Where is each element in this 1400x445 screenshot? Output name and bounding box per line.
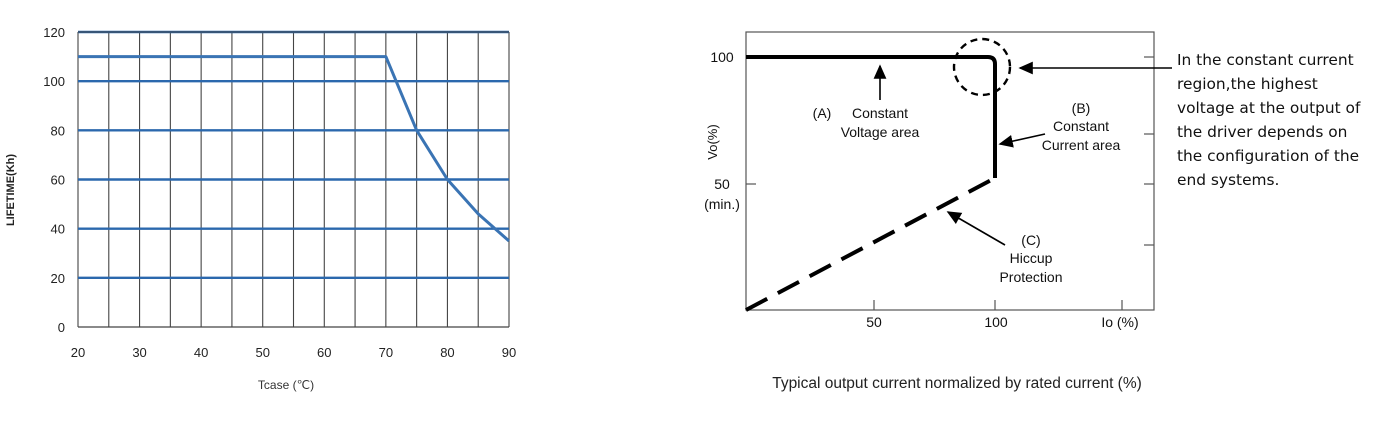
lifetime-y-tick: 40 (51, 222, 65, 237)
arrow-constant-current (998, 133, 1046, 148)
y-tick-50: 50 (714, 176, 730, 192)
output-chart-caption: Typical output current normalized by rat… (772, 375, 1142, 392)
annotation-a-line1: Constant (852, 105, 908, 121)
side-note-line-2: region,the highest (1177, 75, 1318, 93)
side-note-line-4: the driver depends on (1177, 123, 1348, 141)
lifetime-y-tick: 60 (51, 173, 65, 188)
lifetime-grid (77, 30, 510, 328)
lifetime-y-tick: 20 (51, 271, 65, 286)
lifetime-x-tick: 40 (194, 345, 208, 360)
lifetime-x-tick: 70 (379, 345, 393, 360)
y-tick-min: (min.) (704, 196, 740, 212)
lifetime-x-tick: 80 (440, 345, 454, 360)
side-note-line-5: the configuration of the (1177, 147, 1360, 165)
lifetime-y-tick: 120 (43, 25, 65, 40)
lifetime-tick-labels: 0 20 40 60 80 100 120 20 30 40 50 60 70 80 90 (43, 25, 516, 360)
lifetime-x-tick: 60 (317, 345, 331, 360)
lifetime-y-axis-label: LIFETIME(Kh) (5, 154, 17, 226)
lifetime-y-tick: 0 (58, 320, 65, 335)
constant-voltage-line (746, 55, 997, 65)
annotation-c-letter: (C) (1021, 232, 1040, 248)
annotation-c-line2: Protection (999, 269, 1062, 285)
side-note-line-6: end systems. (1177, 171, 1280, 189)
arrow-hiccup (946, 211, 1006, 246)
annotation-a-line2: Voltage area (841, 124, 920, 140)
side-note: In the constant current region,the highe… (1177, 48, 1392, 192)
x-tick-50: 50 (866, 314, 882, 330)
hiccup-dashed-line (745, 176, 996, 312)
annotation-c-line1: Hiccup (1010, 250, 1053, 266)
annotation-b-letter: (B) (1072, 100, 1091, 116)
annotation-a-letter: (A) (813, 105, 832, 121)
annotation-b-line1: Constant (1053, 118, 1109, 134)
lifetime-curve (78, 55, 510, 243)
lifetime-y-tick: 80 (51, 123, 65, 138)
x-tick-100: 100 (984, 314, 1008, 330)
lifetime-x-tick: 30 (132, 345, 146, 360)
knee-highlight-circle (952, 37, 1012, 97)
side-note-line-1: In the constant current (1177, 51, 1354, 69)
lifetime-x-tick: 50 (255, 345, 269, 360)
side-note-line-3: voltage at the output of (1177, 99, 1361, 117)
output-chart-frame (745, 31, 1155, 311)
y-axis-label-vo: Vo(%) (705, 124, 720, 159)
lifetime-x-tick: 90 (502, 345, 516, 360)
output-curve-chart: 100 50 (min.) 50 100 Io (%) Vo(%) (A) Co… (704, 31, 1172, 392)
lifetime-y-tick: 100 (43, 74, 65, 89)
y-tick-100: 100 (710, 49, 734, 65)
x-axis-label-io: Io (%) (1101, 314, 1138, 330)
lifetime-x-tick: 20 (71, 345, 85, 360)
lifetime-chart: 0 20 40 60 80 100 120 20 30 40 50 60 70 80 90 LIFETIME… (5, 25, 516, 392)
annotation-b-line2: Current area (1042, 137, 1121, 153)
lifetime-x-axis-label: Tcase (℃) (258, 378, 314, 392)
output-chart-ticks (746, 56, 1154, 310)
